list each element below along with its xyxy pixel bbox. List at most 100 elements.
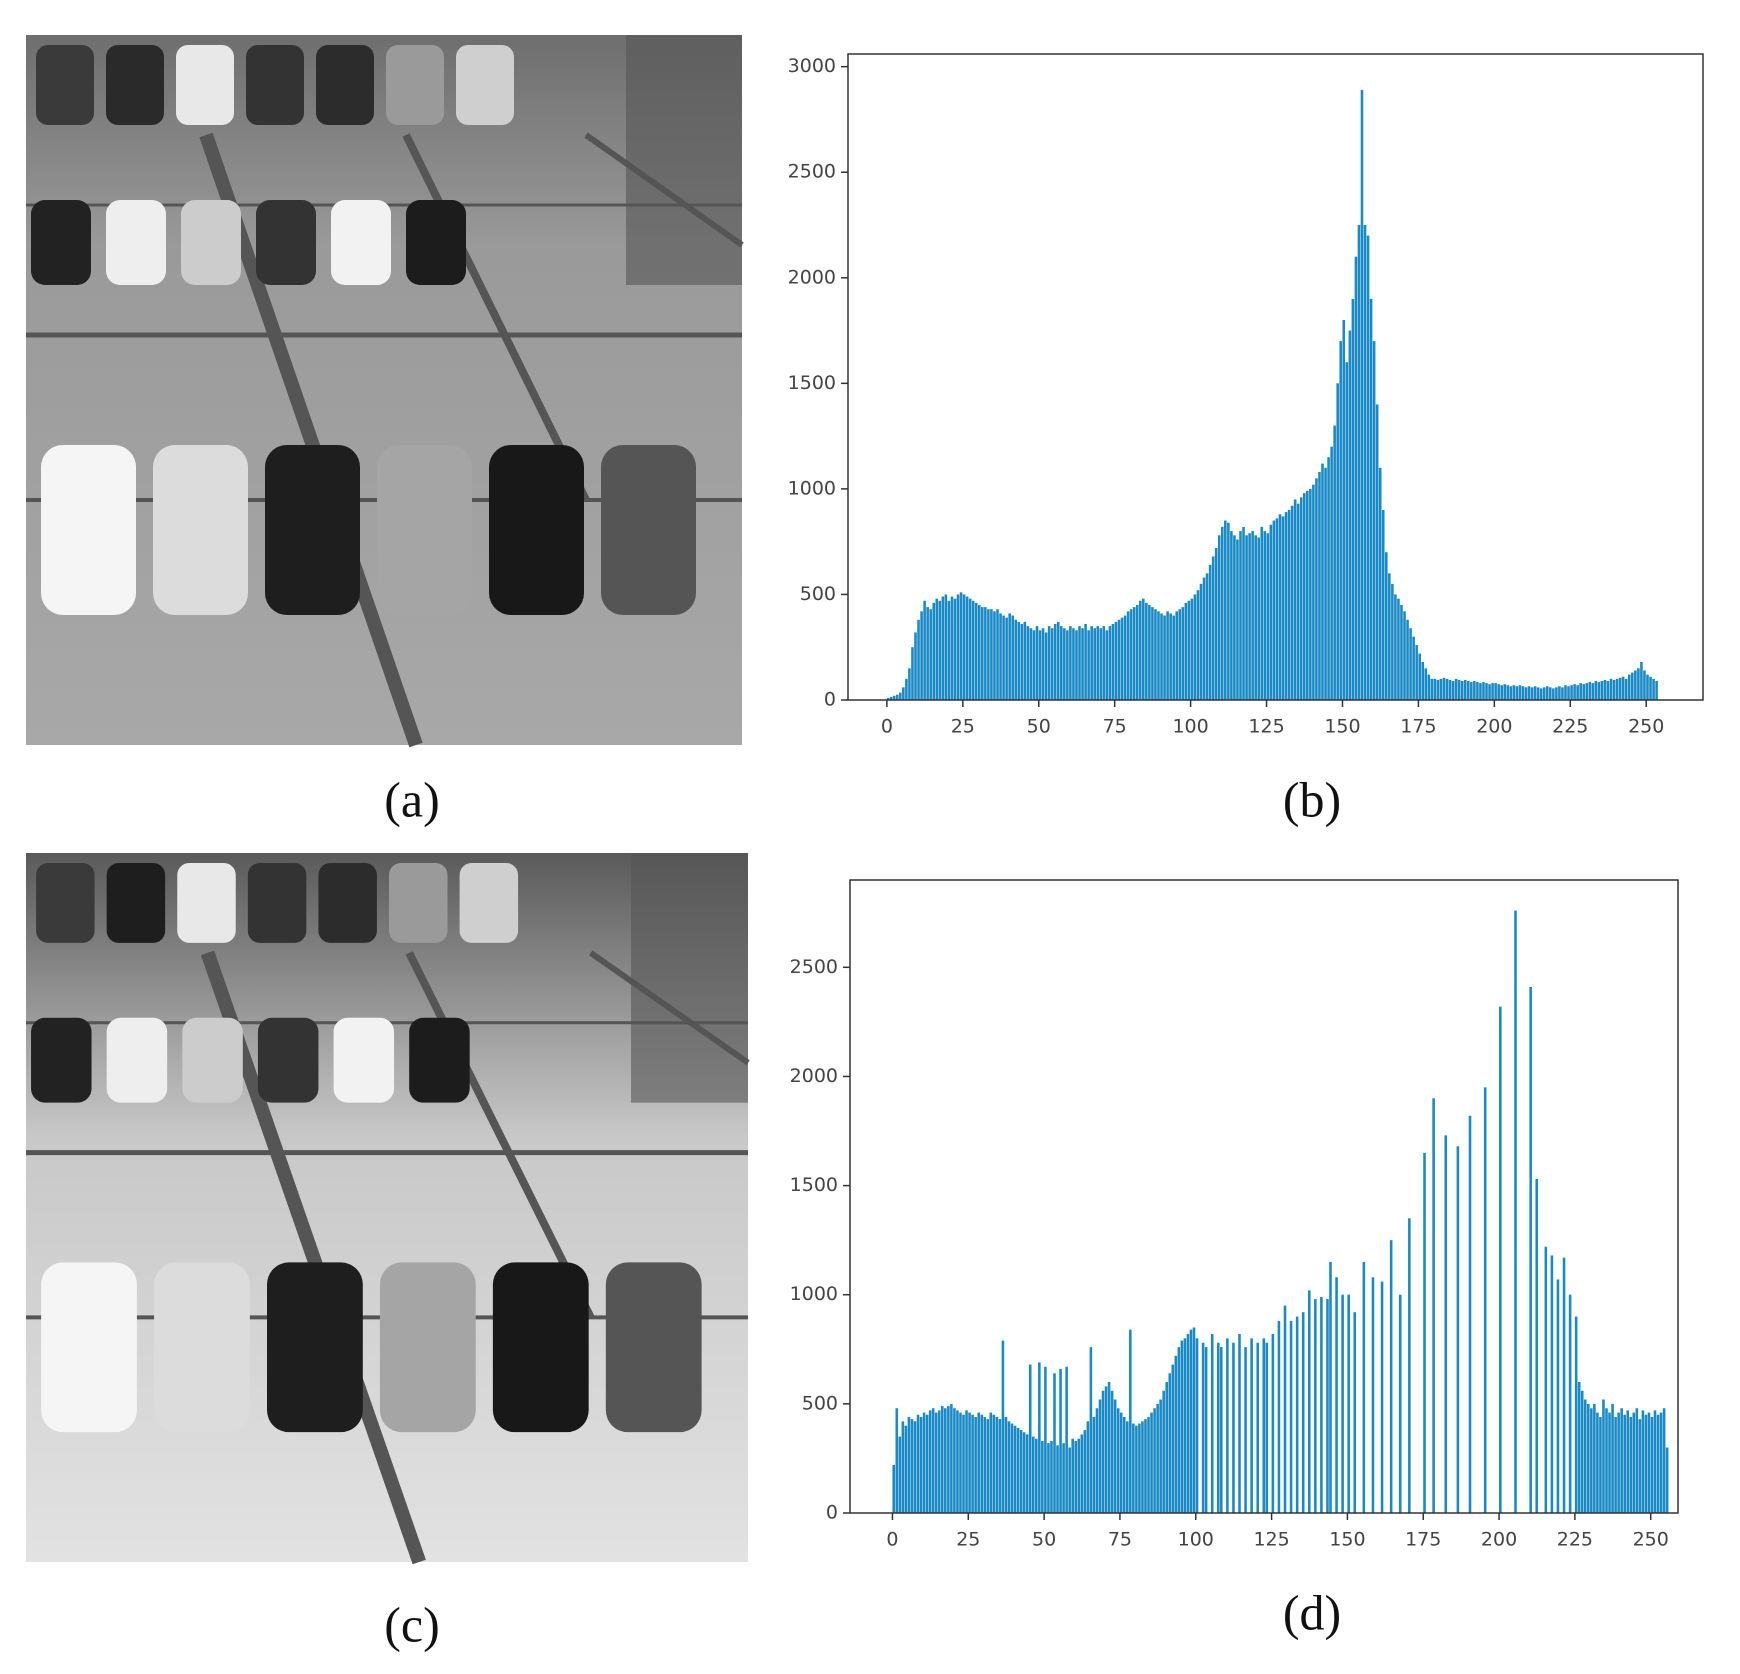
histogram-bar <box>1208 564 1212 700</box>
histogram-bar <box>902 687 905 700</box>
histogram-bar <box>1479 683 1482 700</box>
y-tick-label: 2000 <box>790 1065 838 1087</box>
histogram-bar <box>1216 1342 1220 1513</box>
histogram-bar <box>1594 681 1598 700</box>
car <box>41 1262 137 1433</box>
histogram-bar <box>1398 1294 1402 1513</box>
histogram-bar <box>1047 626 1051 700</box>
histogram-bar <box>1302 493 1306 700</box>
histogram-bar <box>1585 683 1589 700</box>
histogram-bar <box>999 613 1002 700</box>
histogram-bar <box>1329 1261 1332 1513</box>
histogram-bar <box>1324 467 1327 700</box>
histogram-bar <box>1330 446 1333 700</box>
car <box>409 1017 470 1103</box>
photo-shade <box>626 35 742 285</box>
histogram-bar <box>1509 686 1513 700</box>
histogram-bar <box>1023 621 1027 700</box>
histogram-bar <box>1283 1305 1287 1513</box>
histogram-bar <box>1165 1382 1169 1513</box>
car <box>106 45 164 125</box>
y-tick-label: 2000 <box>788 266 836 288</box>
car <box>267 1262 363 1433</box>
histogram-bar <box>1665 1447 1669 1513</box>
histogram-bar <box>1558 686 1561 700</box>
histogram-bar <box>1626 1410 1630 1513</box>
histogram-bar <box>956 594 960 700</box>
histogram-bar <box>1336 383 1339 700</box>
histogram-bar <box>1123 615 1127 700</box>
histogram-bar <box>1634 670 1637 700</box>
histogram-bar <box>1278 514 1282 700</box>
histogram-bar <box>1363 225 1367 700</box>
histogram-bar <box>1518 685 1522 700</box>
histogram-bar <box>1135 605 1139 700</box>
histogram-bar <box>913 1421 917 1513</box>
histogram-bar <box>1423 1152 1426 1513</box>
histogram-bar <box>1025 1434 1029 1513</box>
car <box>36 45 94 125</box>
histogram-bar <box>1005 617 1008 700</box>
histogram-bar <box>1500 685 1503 700</box>
histogram-bar <box>1114 621 1118 700</box>
histogram-bar <box>1482 682 1485 700</box>
histogram-bar <box>1192 1327 1196 1513</box>
histogram-bar <box>1552 688 1555 700</box>
histogram-bar <box>904 1425 908 1513</box>
histogram-bar <box>1470 682 1473 700</box>
histogram-bar <box>1460 681 1464 700</box>
histogram-bar <box>947 1406 950 1513</box>
histogram-bar <box>1577 1382 1581 1513</box>
histogram-bar <box>1132 607 1136 700</box>
histogram-bar <box>1104 1386 1108 1513</box>
histogram-bar <box>1570 685 1573 700</box>
histogram-bar <box>1205 573 1209 700</box>
histogram-bar <box>962 1414 965 1513</box>
histogram-bar <box>1227 522 1230 700</box>
histogram-bar <box>1150 1412 1153 1513</box>
histogram-bar <box>1347 1294 1350 1513</box>
histogram-bar <box>1113 1399 1117 1513</box>
histogram-bar <box>1341 1294 1344 1513</box>
histogram-bar <box>1643 670 1646 700</box>
histogram-bar <box>1662 1408 1666 1513</box>
car <box>318 862 377 943</box>
histogram-bar <box>1142 598 1145 700</box>
histogram-bar <box>1220 1347 1223 1513</box>
histogram-bar <box>1649 676 1652 700</box>
histogram-bar <box>1339 341 1343 700</box>
histogram-bar <box>1320 1296 1323 1513</box>
histogram-bar <box>1120 617 1124 700</box>
histogram-bar <box>1183 1338 1187 1513</box>
y-tick-label: 0 <box>826 1502 838 1524</box>
histogram-bar <box>908 668 911 700</box>
histogram-bar <box>1001 1340 1005 1513</box>
car <box>459 862 519 943</box>
histogram-bar <box>1421 662 1425 700</box>
histogram-bar <box>1326 1299 1329 1513</box>
histogram-bar <box>1335 1277 1338 1513</box>
histogram-bar <box>1035 1438 1038 1513</box>
histogram-bar <box>1499 1006 1502 1513</box>
car <box>36 862 95 943</box>
histogram-bar <box>1053 1373 1056 1513</box>
car <box>601 445 696 615</box>
histogram-bar <box>1056 621 1060 700</box>
histogram-bar <box>1069 626 1072 700</box>
histogram-bar <box>1065 1366 1068 1513</box>
histogram-bar <box>962 594 966 700</box>
histogram-bar <box>1542 687 1546 700</box>
histogram-bar <box>1403 611 1406 700</box>
histogram-bar <box>1384 552 1388 700</box>
y-tick-label: 1500 <box>788 372 836 394</box>
histogram-bar <box>1564 685 1567 700</box>
histogram-bar <box>1427 674 1431 700</box>
histogram-bar <box>1004 1416 1008 1513</box>
histogram-bar <box>1138 1423 1141 1513</box>
histogram-bar <box>1296 503 1300 700</box>
histogram-bar <box>1160 613 1163 700</box>
histogram-bar <box>1154 609 1157 700</box>
histogram-bar <box>1265 1342 1269 1513</box>
histogram-bar <box>1515 686 1519 700</box>
car <box>154 1262 250 1433</box>
